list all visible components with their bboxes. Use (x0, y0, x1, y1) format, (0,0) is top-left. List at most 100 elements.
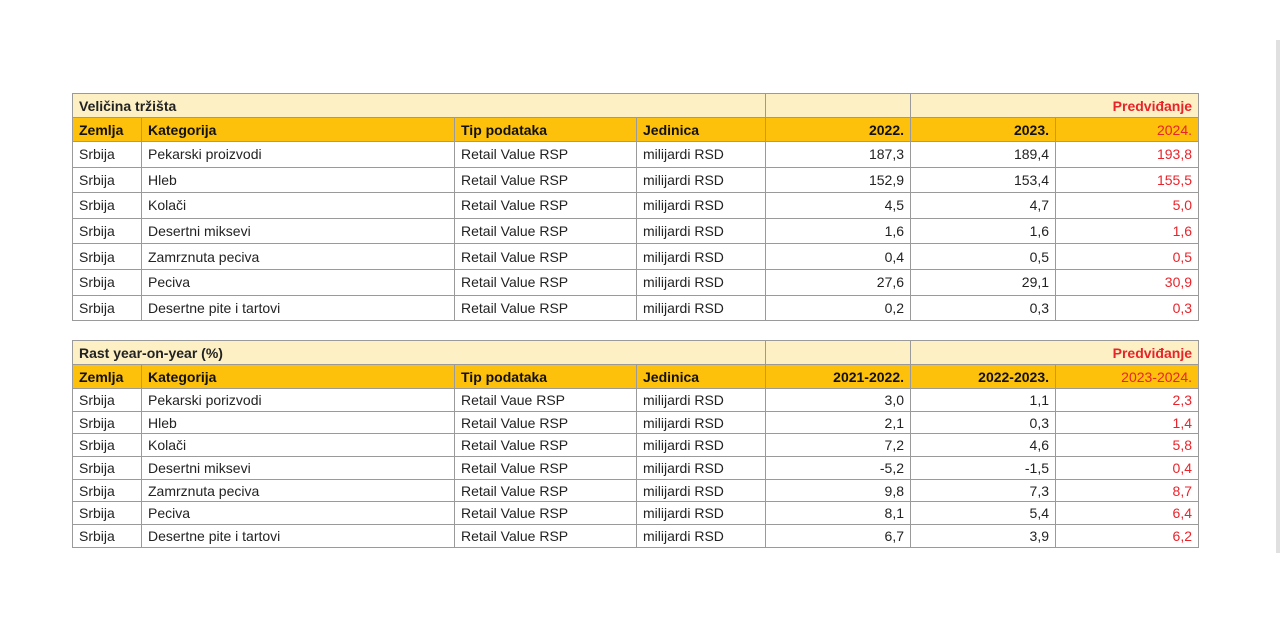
cell-unit: milijardi RSD (636, 456, 766, 480)
cell-data-type: Retail Value RSP (454, 141, 637, 168)
forecast-label: Predviđanje (910, 93, 1200, 118)
cell-country: Srbija (72, 243, 142, 270)
cell-unit: milijardi RSD (635, 294, 767, 322)
cell-category: Desertne pite i tartovi (141, 294, 455, 322)
table-row: Srbija Desertne pite i tartovi Retail Valu… (72, 294, 1200, 322)
cell-category: Kolači (141, 192, 455, 219)
table-row: Srbija Desertni miksevi Retail Value RSP mi… (72, 217, 1200, 245)
cell-country: Srbija (72, 192, 142, 219)
cell-category: Desertne pite i tartovi (141, 524, 455, 548)
cell-data-type: Retail Value RSP (454, 294, 637, 322)
cell-value-2: 4,6 (910, 433, 1056, 458)
cell-value-2: 0,5 (910, 243, 1057, 270)
cell-unit: milijardi RSD (636, 433, 766, 458)
cell-value-1: 187,3 (765, 141, 912, 168)
cell-forecast: 8,7 (1055, 478, 1199, 503)
yoy-growth-table: Rast year-on-year (%) Predviđanje Zemlja… (72, 340, 1199, 548)
cell-value-2: 5,4 (910, 501, 1056, 526)
cell-data-type: Retail Value RSP (454, 410, 637, 435)
col-header-unit: Jedinica (636, 364, 766, 389)
cell-category: Pekarski porizvodi (141, 388, 455, 412)
cell-value-2: 7,3 (910, 478, 1056, 503)
cell-country: Srbija (72, 524, 142, 548)
cell-unit: milijardi RSD (635, 243, 767, 270)
cell-value-1: 1,6 (765, 217, 912, 245)
cell-value-1: 2,1 (765, 410, 911, 435)
cell-category: Peciva (141, 268, 455, 296)
header-row: Zemlja Kategorija Tip podataka Jedinica … (72, 364, 1199, 389)
cell-data-type: Retail Value RSP (454, 192, 637, 219)
cell-forecast: 6,4 (1055, 501, 1199, 526)
table-row: Srbija Desertne pite i tartovi Retail Valu… (72, 524, 1199, 548)
cell-forecast: 1,6 (1055, 217, 1200, 245)
cell-value-1: 9,8 (765, 478, 911, 503)
col-header-year-2: 2023. (910, 117, 1057, 142)
col-header-period-1: 2021-2022. (765, 364, 911, 389)
cell-unit: milijardi RSD (636, 410, 766, 435)
cell-forecast: 2,3 (1055, 388, 1199, 412)
cell-country: Srbija (72, 410, 142, 435)
cell-country: Srbija (72, 141, 142, 168)
table-row: Srbija Hleb Retail Value RSP milijardi RSD 2… (72, 410, 1199, 435)
cell-forecast: 1,4 (1055, 410, 1199, 435)
cell-country: Srbija (72, 217, 142, 245)
cell-country: Srbija (72, 294, 142, 322)
cell-unit: milijardi RSD (636, 524, 766, 548)
table-row: Srbija Pekarski porizvodi Retail Vaue RSP m… (72, 388, 1199, 412)
table-row: Srbija Desertni miksevi Retail Value RSP mi… (72, 456, 1199, 480)
col-header-category: Kategorija (141, 117, 455, 142)
cell-category: Pekarski proizvodi (141, 141, 455, 168)
col-header-category: Kategorija (141, 364, 455, 389)
col-header-country: Zemlja (72, 117, 142, 142)
cell-unit: milijardi RSD (635, 166, 767, 194)
cell-forecast: 6,2 (1055, 524, 1199, 548)
cell-country: Srbija (72, 501, 142, 526)
cell-value-2: 29,1 (910, 268, 1057, 296)
cell-forecast: 30,9 (1055, 268, 1200, 296)
cell-value-2: -1,5 (910, 456, 1056, 480)
forecast-label: Predviđanje (910, 340, 1199, 365)
cell-data-type: Retail Value RSP (454, 478, 637, 503)
table-title: Veličina tržišta (71, 93, 767, 118)
col-header-country: Zemlja (72, 364, 142, 389)
cell-value-1: 7,2 (765, 433, 911, 458)
cell-unit: milijardi RSD (635, 192, 767, 219)
table-row: Srbija Kolači Retail Value RSP milijardi RS… (72, 192, 1200, 219)
cell-value-2: 189,4 (910, 141, 1057, 168)
cell-unit: milijardi RSD (636, 388, 766, 412)
cell-forecast: 5,0 (1055, 192, 1200, 219)
cell-category: Hleb (141, 166, 455, 194)
cell-category: Peciva (141, 501, 455, 526)
cell-country: Srbija (72, 456, 142, 480)
col-header-period-2: 2022-2023. (910, 364, 1056, 389)
scrollbar[interactable] (1276, 40, 1280, 553)
cell-value-2: 0,3 (910, 410, 1056, 435)
cell-value-1: 152,9 (765, 166, 912, 194)
cell-value-2: 4,7 (910, 192, 1057, 219)
cell-forecast: 5,8 (1055, 433, 1199, 458)
col-header-forecast-period: 2023-2024. (1055, 364, 1199, 389)
cell-category: Hleb (141, 410, 455, 435)
cell-value-1: 0,4 (765, 243, 912, 270)
cell-data-type: Retail Value RSP (454, 501, 637, 526)
cell-value-2: 153,4 (910, 166, 1057, 194)
cell-value-1: 0,2 (765, 294, 912, 322)
cell-value-1: 4,5 (765, 192, 912, 219)
cell-data-type: Retail Value RSP (454, 166, 637, 194)
cell-unit: milijardi RSD (635, 268, 767, 296)
header-row: Zemlja Kategorija Tip podataka Jedinica … (72, 117, 1200, 142)
cell-data-type: Retail Value RSP (454, 456, 637, 480)
cell-value-1: 8,1 (765, 501, 911, 526)
cell-forecast: 0,4 (1055, 456, 1199, 480)
cell-country: Srbija (72, 388, 142, 412)
cell-forecast: 193,8 (1055, 141, 1200, 168)
cell-value-1: -5,2 (765, 456, 911, 480)
cell-country: Srbija (72, 166, 142, 194)
cell-category: Zamrznuta peciva (141, 478, 455, 503)
cell-value-2: 3,9 (910, 524, 1056, 548)
table-row: Srbija Peciva Retail Value RSP milijardi RS… (72, 501, 1199, 526)
market-size-table: Veličina tržišta Predviđanje Zemlja Kate… (71, 93, 1200, 322)
cell-category: Desertni miksevi (141, 456, 455, 480)
table-row: Srbija Hleb Retail Value RSP milijardi RSD 1… (72, 166, 1200, 194)
table-row: Srbija Peciva Retail Value RSP milijardi RS… (72, 268, 1200, 296)
